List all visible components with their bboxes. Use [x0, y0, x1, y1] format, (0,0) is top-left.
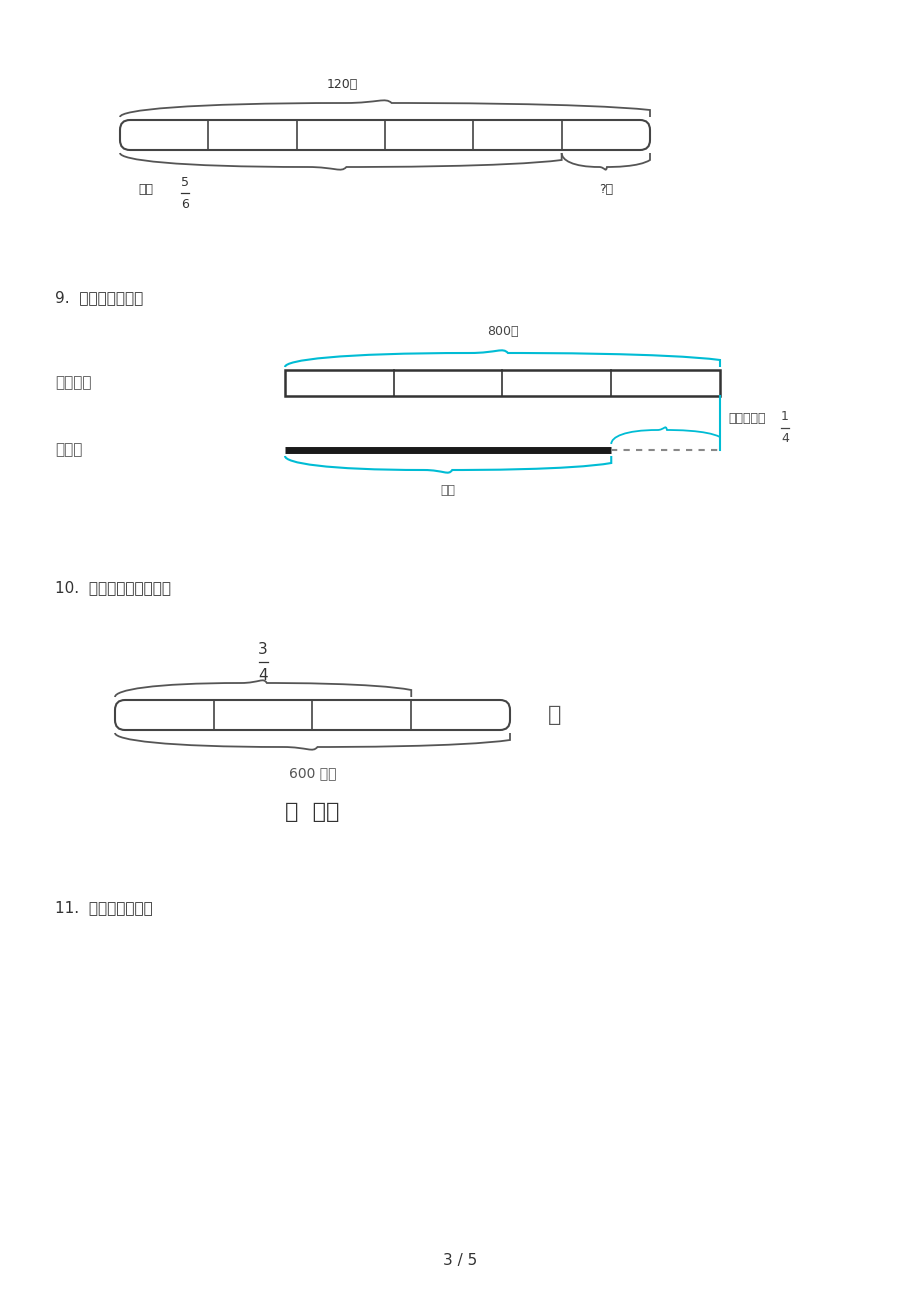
Text: 5: 5 — [181, 176, 188, 189]
Text: 3 / 5: 3 / 5 — [442, 1253, 477, 1268]
Text: 600 千克: 600 千克 — [289, 766, 335, 780]
Text: 4: 4 — [780, 432, 789, 445]
Text: 比原计划少: 比原计划少 — [727, 411, 765, 424]
Text: 原计划：: 原计划： — [55, 375, 91, 391]
Text: 鸡: 鸡 — [548, 704, 561, 725]
Text: ？吨: ？吨 — [440, 484, 455, 497]
Bar — [285, 370, 720, 396]
Text: 用去: 用去 — [138, 184, 153, 197]
Text: 120吨: 120吨 — [326, 78, 357, 91]
Text: 1: 1 — [780, 410, 789, 423]
Text: 9.  看图列式计算。: 9. 看图列式计算。 — [55, 290, 143, 305]
Text: ？  千克: ？ 千克 — [285, 802, 339, 822]
Text: 3: 3 — [258, 642, 267, 656]
Text: 实际：: 实际： — [55, 443, 83, 457]
Text: 4: 4 — [258, 668, 267, 682]
Text: 11.  看图列式计算。: 11. 看图列式计算。 — [55, 900, 153, 915]
Text: ?吨: ?吨 — [598, 184, 612, 197]
Text: 6: 6 — [181, 198, 188, 211]
Text: 10.  看图列式，并计算。: 10. 看图列式，并计算。 — [55, 579, 171, 595]
Text: 800吨: 800吨 — [486, 326, 517, 339]
